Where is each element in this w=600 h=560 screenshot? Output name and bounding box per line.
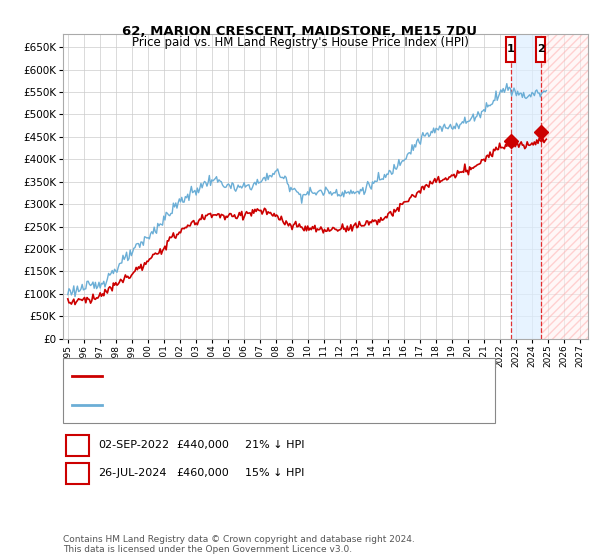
Text: 1: 1 (507, 44, 515, 54)
Text: 2: 2 (537, 44, 545, 54)
Text: 02-SEP-2022: 02-SEP-2022 (98, 440, 169, 450)
Text: 2: 2 (73, 466, 82, 480)
Text: £440,000: £440,000 (176, 440, 229, 450)
Text: 15% ↓ HPI: 15% ↓ HPI (245, 468, 304, 478)
Text: 1: 1 (73, 438, 82, 452)
Bar (541, 34, 588, 339)
FancyBboxPatch shape (536, 37, 545, 62)
Text: £460,000: £460,000 (176, 468, 229, 478)
Bar (511, 34, 541, 339)
Text: 62, MARION CRESCENT, MAIDSTONE, ME15 7DU (detached house): 62, MARION CRESCENT, MAIDSTONE, ME15 7DU… (108, 371, 453, 381)
Text: 26-JUL-2024: 26-JUL-2024 (98, 468, 166, 478)
Text: 62, MARION CRESCENT, MAIDSTONE, ME15 7DU: 62, MARION CRESCENT, MAIDSTONE, ME15 7DU (122, 25, 478, 38)
Text: HPI: Average price, detached house, Maidstone: HPI: Average price, detached house, Maid… (108, 400, 355, 410)
Text: 21% ↓ HPI: 21% ↓ HPI (245, 440, 304, 450)
Text: Contains HM Land Registry data © Crown copyright and database right 2024.
This d: Contains HM Land Registry data © Crown c… (63, 535, 415, 554)
FancyBboxPatch shape (506, 37, 515, 62)
Text: Price paid vs. HM Land Registry's House Price Index (HPI): Price paid vs. HM Land Registry's House … (131, 36, 469, 49)
